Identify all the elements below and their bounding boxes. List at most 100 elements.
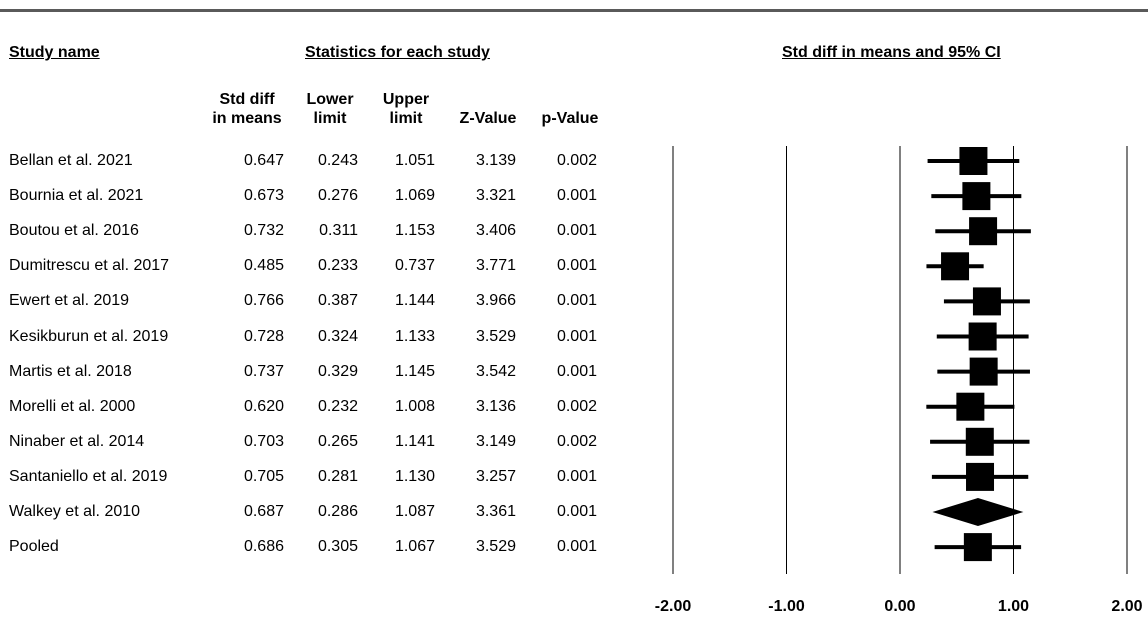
cell-upper: 1.051 [394, 152, 435, 169]
study-name: Bellan et al. 2021 [9, 152, 133, 169]
cell-d: 0.485 [243, 257, 284, 275]
study-name: Bournia et al. 2021 [9, 187, 144, 205]
cell-upper: 0.737 [394, 257, 435, 275]
cell-lower: 0.329 [317, 362, 358, 380]
cell-p: 0.001 [556, 327, 597, 345]
study-name: Ninaber et al. 2014 [9, 432, 145, 450]
cell-d: 0.703 [243, 432, 284, 450]
cell-upper: 1.067 [394, 538, 435, 556]
study-name: Ewert et al. 2019 [9, 292, 130, 310]
study-name: Martis et al. 2018 [9, 362, 132, 380]
col-header-upper-line1: Upper [382, 91, 430, 108]
x-tick-label: -1.00 [768, 598, 805, 615]
cell-z: 3.136 [475, 397, 516, 415]
col-header-upper: Upper limit [374, 90, 438, 128]
cell-p: 0.001 [556, 503, 597, 520]
col-header-std-diff-line2: in means [212, 110, 282, 127]
cell-upper: 1.087 [394, 503, 435, 520]
cell-lower: 0.281 [317, 467, 358, 485]
col-header-z-value: Z-Value [459, 110, 517, 127]
cell-lower: 0.324 [317, 327, 358, 345]
cell-lower: 0.311 [319, 222, 358, 240]
effect-square [966, 462, 995, 491]
cell-p: 0.001 [556, 362, 597, 380]
cell-upper: 1.144 [394, 292, 435, 310]
cell-z: 3.542 [475, 362, 516, 380]
effect-square [956, 392, 985, 421]
col-header-lower-line2: limit [313, 110, 347, 127]
cell-d: 0.737 [243, 362, 284, 380]
study-name-header: Study name [9, 44, 100, 61]
effect-square [962, 182, 991, 211]
cell-d: 0.673 [243, 187, 284, 205]
forest-plot-header: Std diff in means and 95% CI [782, 44, 1001, 61]
cell-lower: 0.286 [317, 503, 358, 520]
study-name: Morelli et al. 2000 [9, 397, 136, 415]
cell-d: 0.705 [243, 467, 284, 485]
cell-lower: 0.232 [317, 397, 358, 415]
cell-upper: 1.141 [394, 432, 435, 450]
cell-p: 0.001 [556, 538, 597, 556]
cell-upper: 1.133 [394, 327, 435, 345]
col-header-lower: Lower limit [298, 90, 362, 128]
study-name: Walkey et al. 2010 [9, 503, 141, 520]
col-header-std-diff-line1: Std diff [219, 91, 275, 108]
x-tick-label: 1.00 [998, 598, 1029, 615]
effect-diamond [932, 498, 1024, 526]
cell-z: 3.529 [475, 327, 516, 345]
cell-z: 3.771 [475, 257, 516, 275]
cell-z: 3.529 [475, 538, 516, 556]
cell-lower: 0.305 [317, 538, 358, 556]
cell-lower: 0.265 [317, 432, 358, 450]
cell-lower: 0.387 [317, 292, 358, 310]
cell-upper: 1.008 [394, 397, 435, 415]
study-name: Dumitrescu et al. 2017 [9, 257, 170, 275]
x-tick-label: 0.00 [884, 598, 915, 615]
cell-lower: 0.276 [317, 187, 358, 205]
effect-square [969, 357, 998, 386]
cell-p: 0.001 [556, 292, 597, 310]
cell-p: 0.001 [556, 467, 597, 485]
effect-square [941, 252, 970, 281]
cell-p: 0.002 [556, 432, 597, 450]
top-rule [0, 9, 1148, 12]
x-tick-label: 2.00 [1111, 598, 1142, 615]
cell-z: 3.966 [475, 292, 516, 310]
study-name: Kesikburun et al. 2019 [9, 327, 169, 345]
col-header-std-diff: Std diff in means [205, 90, 289, 128]
study-name: Boutou et al. 2016 [9, 222, 139, 240]
cell-upper: 1.153 [394, 222, 435, 240]
cell-p: 0.002 [556, 397, 597, 415]
cell-upper: 1.130 [394, 467, 435, 485]
cell-d: 0.620 [243, 397, 284, 415]
cell-z: 3.149 [475, 432, 516, 450]
x-tick-label: -2.00 [655, 598, 692, 615]
effect-square [965, 427, 994, 456]
cell-upper: 1.145 [394, 362, 435, 380]
col-header-upper-line2: limit [389, 110, 423, 127]
cell-z: 3.321 [475, 187, 516, 205]
statistics-header: Statistics for each study [305, 44, 490, 61]
cell-d: 0.732 [243, 222, 284, 240]
study-name: Pooled [9, 538, 59, 556]
col-header-lower-line1: Lower [306, 91, 354, 108]
effect-square [963, 533, 992, 562]
cell-p: 0.002 [556, 152, 597, 169]
cell-z: 3.257 [475, 467, 516, 485]
cell-p: 0.001 [556, 222, 597, 240]
effect-square [968, 322, 997, 351]
cell-d: 0.686 [243, 538, 284, 556]
cell-z: 3.361 [475, 503, 516, 520]
study-name: Santaniello et al. 2019 [9, 467, 168, 485]
cell-lower: 0.243 [317, 152, 358, 169]
cell-lower: 0.233 [317, 257, 358, 275]
col-header-p-value: p-Value [541, 110, 599, 127]
effect-square [969, 217, 998, 246]
cell-d: 0.687 [243, 503, 284, 520]
cell-z: 3.406 [475, 222, 516, 240]
cell-upper: 1.069 [394, 187, 435, 205]
effect-square [972, 287, 1001, 316]
cell-z: 3.139 [475, 152, 516, 169]
cell-d: 0.647 [243, 152, 284, 169]
